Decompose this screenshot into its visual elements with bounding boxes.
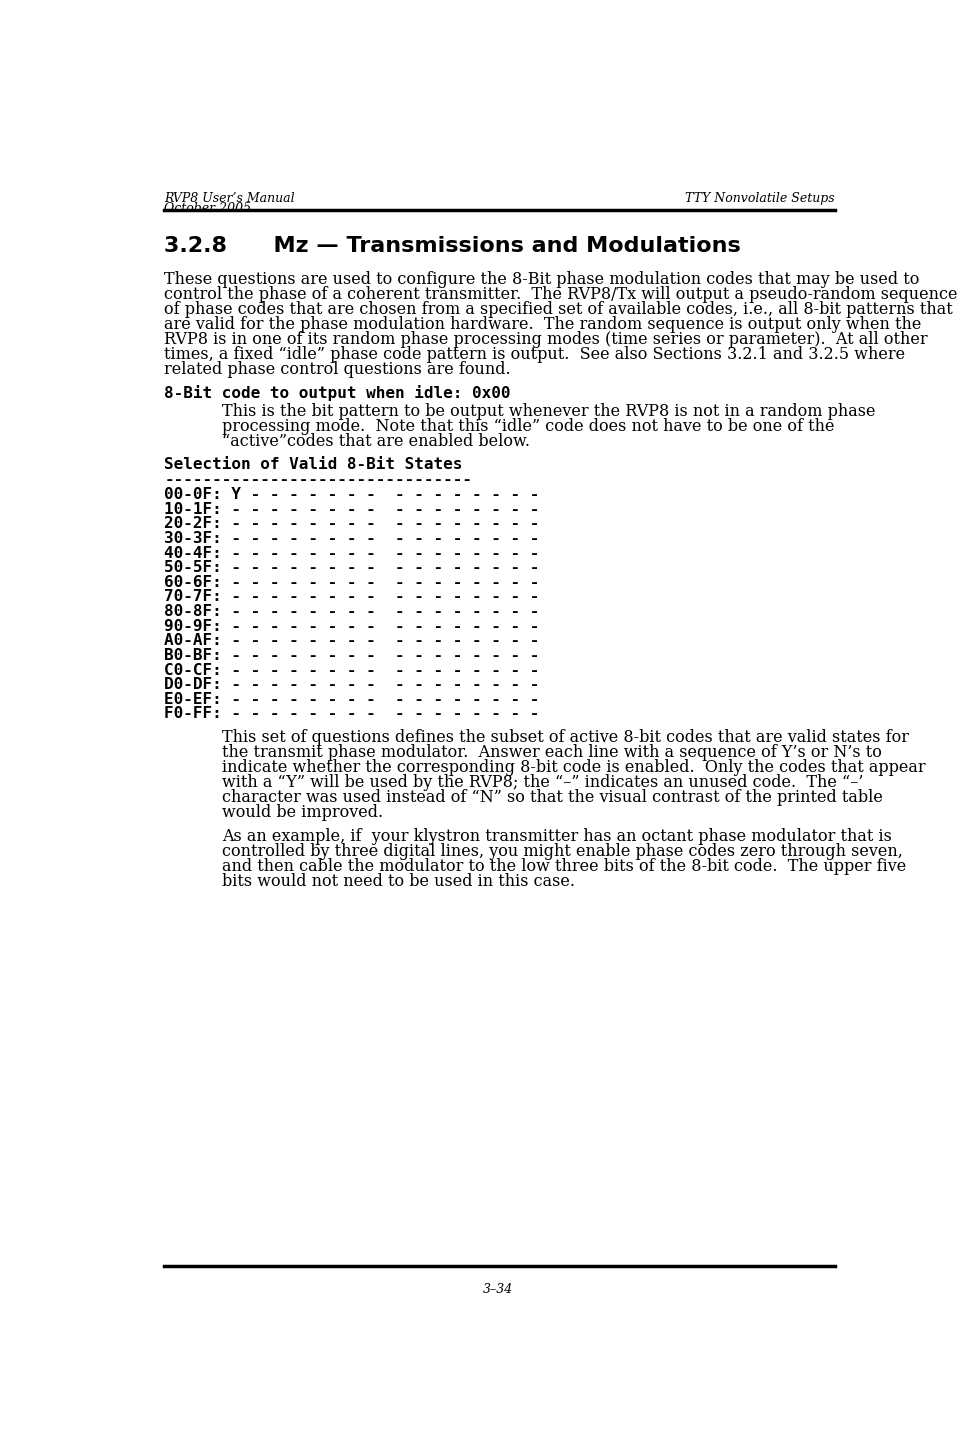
Text: A0-AF: - - - - - - - -  - - - - - - - -: A0-AF: - - - - - - - - - - - - - - - -	[164, 633, 540, 649]
Text: 10-1F: - - - - - - - -  - - - - - - - -: 10-1F: - - - - - - - - - - - - - - - -	[164, 502, 540, 517]
Text: indicate whether the corresponding 8-bit code is enabled.  Only the codes that a: indicate whether the corresponding 8-bit…	[223, 758, 926, 776]
Text: F0-FF: - - - - - - - -  - - - - - - - -: F0-FF: - - - - - - - - - - - - - - - -	[164, 707, 540, 722]
Text: --------------------------------: --------------------------------	[164, 471, 472, 486]
Text: 50-5F: - - - - - - - -  - - - - - - - -: 50-5F: - - - - - - - - - - - - - - - -	[164, 560, 540, 575]
Text: These questions are used to configure the 8-Bit phase modulation codes that may : These questions are used to configure th…	[164, 271, 919, 288]
Text: 30-3F: - - - - - - - -  - - - - - - - -: 30-3F: - - - - - - - - - - - - - - - -	[164, 531, 540, 546]
Text: times, a fixed “idle” phase code pattern is output.  See also Sections 3.2.1 and: times, a fixed “idle” phase code pattern…	[164, 346, 905, 362]
Text: would be improved.: would be improved.	[223, 803, 383, 821]
Text: of phase codes that are chosen from a specified set of available codes, i.e., al: of phase codes that are chosen from a sp…	[164, 301, 953, 317]
Text: TTY Nonvolatile Setups: TTY Nonvolatile Setups	[685, 192, 835, 205]
Text: 70-7F: - - - - - - - -  - - - - - - - -: 70-7F: - - - - - - - - - - - - - - - -	[164, 589, 540, 604]
Text: 8-Bit code to output when idle: 0x00: 8-Bit code to output when idle: 0x00	[164, 386, 511, 402]
Text: Selection of Valid 8-Bit States: Selection of Valid 8-Bit States	[164, 457, 462, 471]
Text: 90-9F: - - - - - - - -  - - - - - - - -: 90-9F: - - - - - - - - - - - - - - - -	[164, 618, 540, 634]
Text: the transmit phase modulator.  Answer each line with a sequence of Y’s or N’s to: the transmit phase modulator. Answer eac…	[223, 744, 883, 761]
Text: 3–34: 3–34	[484, 1283, 514, 1296]
Text: D0-DF: - - - - - - - -  - - - - - - - -: D0-DF: - - - - - - - - - - - - - - - -	[164, 677, 540, 693]
Text: As an example, if  your klystron transmitter has an octant phase modulator that : As an example, if your klystron transmit…	[223, 828, 892, 845]
Text: 3.2.8      Mz — Transmissions and Modulations: 3.2.8 Mz — Transmissions and Modulations	[164, 236, 741, 256]
Text: and then cable the modulator to the low three bits of the 8-bit code.  The upper: and then cable the modulator to the low …	[223, 858, 907, 874]
Text: 40-4F: - - - - - - - -  - - - - - - - -: 40-4F: - - - - - - - - - - - - - - - -	[164, 546, 540, 560]
Text: “active”codes that are enabled below.: “active”codes that are enabled below.	[223, 434, 530, 450]
Text: This is the bit pattern to be output whenever the RVP8 is not in a random phase: This is the bit pattern to be output whe…	[223, 403, 876, 420]
Text: controlled by three digital lines, you might enable phase codes zero through sev: controlled by three digital lines, you m…	[223, 842, 903, 860]
Text: control the phase of a coherent transmitter.  The RVP8/Tx will output a pseudo-r: control the phase of a coherent transmit…	[164, 285, 957, 303]
Text: E0-EF: - - - - - - - -  - - - - - - - -: E0-EF: - - - - - - - - - - - - - - - -	[164, 691, 540, 707]
Text: processing mode.  Note that this “idle” code does not have to be one of the: processing mode. Note that this “idle” c…	[223, 418, 835, 435]
Text: character was used instead of “N” so that the visual contrast of the printed tab: character was used instead of “N” so tha…	[223, 789, 883, 806]
Text: B0-BF: - - - - - - - -  - - - - - - - -: B0-BF: - - - - - - - - - - - - - - - -	[164, 647, 540, 663]
Text: October 2005: October 2005	[164, 202, 251, 215]
Text: RVP8 User’s Manual: RVP8 User’s Manual	[164, 192, 295, 205]
Text: RVP8 is in one of its random phase processing modes (time series or parameter). : RVP8 is in one of its random phase proce…	[164, 330, 928, 348]
Text: 20-2F: - - - - - - - -  - - - - - - - -: 20-2F: - - - - - - - - - - - - - - - -	[164, 517, 540, 531]
Text: 00-0F: Y - - - - - - -  - - - - - - - -: 00-0F: Y - - - - - - - - - - - - - - -	[164, 487, 540, 502]
Text: C0-CF: - - - - - - - -  - - - - - - - -: C0-CF: - - - - - - - - - - - - - - - -	[164, 662, 540, 678]
Text: related phase control questions are found.: related phase control questions are foun…	[164, 361, 511, 378]
Text: This set of questions defines the subset of active 8-bit codes that are valid st: This set of questions defines the subset…	[223, 729, 910, 745]
Text: are valid for the phase modulation hardware.  The random sequence is output only: are valid for the phase modulation hardw…	[164, 316, 921, 333]
Text: bits would not need to be used in this case.: bits would not need to be used in this c…	[223, 873, 575, 890]
Text: 60-6F: - - - - - - - -  - - - - - - - -: 60-6F: - - - - - - - - - - - - - - - -	[164, 575, 540, 589]
Text: 80-8F: - - - - - - - -  - - - - - - - -: 80-8F: - - - - - - - - - - - - - - - -	[164, 604, 540, 618]
Text: with a “Y” will be used by the RVP8; the “–” indicates an unused code.  The “–’: with a “Y” will be used by the RVP8; the…	[223, 774, 864, 790]
